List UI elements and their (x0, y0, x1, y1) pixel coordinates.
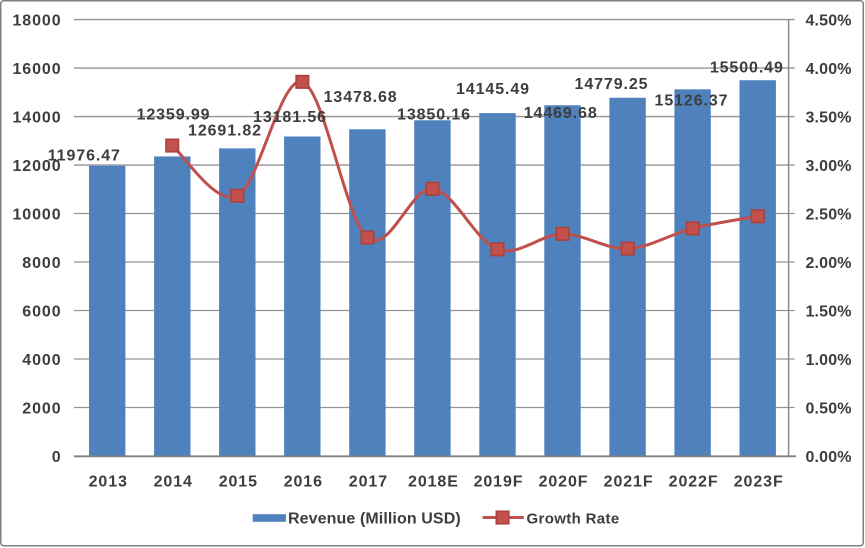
svg-text:Growth Rate: Growth Rate (527, 511, 620, 528)
svg-text:2014: 2014 (154, 474, 193, 491)
svg-text:14779.25: 14779.25 (575, 76, 649, 93)
svg-text:3.00%: 3.00% (806, 158, 852, 175)
svg-text:1.50%: 1.50% (806, 303, 852, 320)
svg-text:13181.56: 13181.56 (253, 109, 327, 126)
svg-text:1.00%: 1.00% (806, 352, 852, 369)
svg-text:6000: 6000 (22, 303, 61, 320)
svg-text:2013: 2013 (89, 474, 128, 491)
svg-text:Revenue (Million USD): Revenue (Million USD) (288, 511, 461, 528)
svg-text:14000: 14000 (13, 109, 62, 126)
svg-text:2023F: 2023F (734, 474, 784, 491)
svg-text:2015: 2015 (219, 474, 258, 491)
svg-text:4000: 4000 (22, 352, 61, 369)
svg-text:12359.99: 12359.99 (137, 107, 211, 124)
svg-text:2000: 2000 (22, 400, 61, 417)
svg-text:8000: 8000 (22, 255, 61, 272)
svg-text:14469.68: 14469.68 (524, 105, 598, 122)
svg-text:2016: 2016 (284, 474, 323, 491)
svg-text:2.00%: 2.00% (806, 255, 852, 272)
svg-text:0.50%: 0.50% (806, 400, 852, 417)
svg-text:13478.68: 13478.68 (324, 89, 398, 106)
svg-text:13850.16: 13850.16 (397, 107, 471, 124)
svg-text:12000: 12000 (13, 158, 62, 175)
svg-text:11976.47: 11976.47 (48, 147, 121, 164)
svg-text:2021F: 2021F (604, 474, 654, 491)
svg-text:15500.49: 15500.49 (710, 60, 784, 77)
svg-text:2017: 2017 (349, 474, 388, 491)
svg-text:14145.49: 14145.49 (456, 81, 530, 98)
svg-text:2019F: 2019F (474, 474, 524, 491)
svg-text:15126.37: 15126.37 (655, 92, 729, 109)
svg-text:0: 0 (52, 449, 62, 466)
svg-text:2.50%: 2.50% (806, 206, 852, 223)
svg-text:4.50%: 4.50% (806, 12, 852, 29)
svg-text:2022F: 2022F (669, 474, 719, 491)
svg-text:10000: 10000 (13, 206, 62, 223)
svg-text:18000: 18000 (13, 12, 62, 29)
svg-text:16000: 16000 (13, 61, 62, 78)
svg-text:12691.82: 12691.82 (188, 123, 262, 140)
svg-text:3.50%: 3.50% (806, 109, 852, 126)
svg-text:2018E: 2018E (408, 474, 459, 491)
svg-text:2020F: 2020F (539, 474, 589, 491)
svg-text:0.00%: 0.00% (806, 449, 852, 466)
svg-text:4.00%: 4.00% (806, 61, 852, 78)
